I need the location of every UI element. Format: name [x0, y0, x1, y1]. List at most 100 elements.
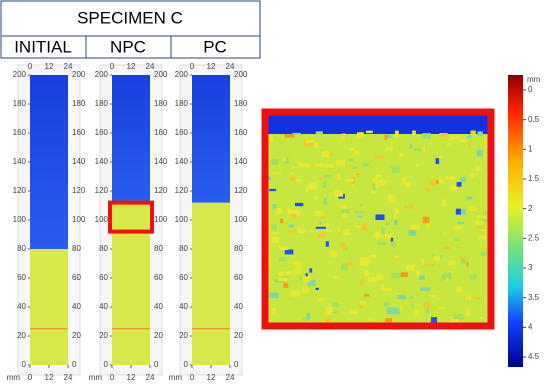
speckle	[361, 224, 367, 231]
speckle	[446, 143, 453, 146]
speckle	[422, 133, 431, 139]
speckle	[406, 264, 415, 271]
speckle	[271, 172, 282, 175]
speckle	[377, 179, 387, 186]
speckle	[298, 226, 301, 231]
speckle	[456, 286, 462, 293]
colorbar	[508, 75, 523, 367]
speckle	[412, 130, 416, 136]
speckle	[343, 229, 350, 236]
speckle	[481, 218, 492, 223]
speckle	[429, 179, 438, 186]
speckle	[288, 224, 294, 228]
speckle	[335, 160, 345, 166]
speckle	[397, 295, 407, 300]
y-tick-label: 120	[234, 186, 248, 195]
speckle	[272, 203, 277, 210]
y-tick-label: 200	[13, 70, 27, 79]
y-tick-label: 100	[72, 215, 86, 224]
speckle	[435, 179, 439, 184]
speckle	[342, 213, 348, 218]
y-tick-label: 120	[72, 186, 86, 195]
speckle	[353, 225, 361, 228]
y-tick-label: 180	[175, 99, 189, 108]
speckle	[386, 307, 395, 315]
y-tick-label: 40	[154, 302, 163, 311]
y-tick-label: 0	[104, 360, 109, 369]
speckle	[453, 185, 457, 192]
speckle	[369, 254, 377, 258]
speckle	[315, 131, 323, 135]
y-tick-label: 160	[234, 128, 248, 137]
speckle	[272, 232, 280, 235]
speckle	[294, 202, 304, 207]
speckle	[307, 182, 317, 190]
y-tick-label: 200	[234, 70, 248, 79]
header	[0, 0, 261, 59]
speckle	[460, 257, 466, 264]
y-tick-label: 200	[154, 70, 168, 79]
speckle	[337, 173, 341, 180]
y-tick-label: 160	[95, 128, 109, 137]
speckle	[455, 208, 461, 215]
speckle	[371, 188, 376, 194]
speckle	[306, 313, 311, 320]
speckle	[284, 156, 290, 164]
y-tick-label: 200	[95, 70, 109, 79]
speckle	[362, 162, 369, 167]
speckle	[387, 195, 396, 203]
speckle	[408, 230, 417, 236]
speckle	[422, 145, 425, 153]
speckle	[348, 158, 354, 162]
y-tick-label: 80	[234, 244, 243, 253]
speckle	[460, 177, 466, 183]
speckle	[376, 274, 381, 279]
speckle	[290, 171, 294, 176]
title: SPECIMEN C	[77, 8, 183, 27]
y-tick-label: 60	[99, 273, 108, 282]
speckle	[459, 138, 468, 142]
speckle	[445, 176, 455, 179]
y-tick-label: 20	[72, 331, 81, 340]
speckle	[395, 130, 399, 138]
colorbar-tick-label: 4	[528, 322, 533, 331]
y-tick-label: 100	[175, 215, 189, 224]
speckle	[317, 297, 324, 302]
speckle	[457, 221, 465, 225]
x-tick-label: 12	[207, 62, 216, 71]
colorbar-tick-label: 3	[528, 263, 533, 272]
speckle	[384, 134, 388, 140]
speckle	[479, 316, 485, 320]
colorbar-tick-label: 2	[528, 204, 533, 213]
speckle	[458, 188, 462, 191]
speckle	[279, 245, 289, 251]
unit-label: mm	[169, 373, 183, 382]
speckle	[391, 272, 401, 279]
speckle	[323, 198, 327, 205]
speckle	[283, 282, 289, 288]
speckle	[359, 304, 363, 308]
speckle	[380, 284, 384, 290]
y-tick-label: 40	[99, 302, 108, 311]
zoom-frame	[261, 108, 495, 330]
speckle	[411, 304, 414, 308]
y-tick-label: 180	[13, 99, 27, 108]
speckle	[352, 183, 355, 189]
speckle	[466, 135, 472, 139]
speckle	[284, 133, 295, 138]
speckle	[413, 148, 422, 151]
x-tick-label: 0	[110, 62, 115, 71]
map-upper	[192, 75, 230, 203]
y-tick-label: 80	[72, 244, 81, 253]
speckle	[360, 278, 364, 285]
speckle	[340, 263, 348, 270]
speckle	[280, 218, 284, 224]
speckle	[330, 310, 338, 314]
x-tick-label: 0	[190, 373, 195, 382]
speckle	[465, 309, 470, 316]
speckle	[423, 302, 430, 309]
column-label: INITIAL	[14, 37, 72, 56]
speckle	[474, 296, 481, 300]
speckle	[290, 176, 296, 181]
speckle	[453, 313, 464, 321]
